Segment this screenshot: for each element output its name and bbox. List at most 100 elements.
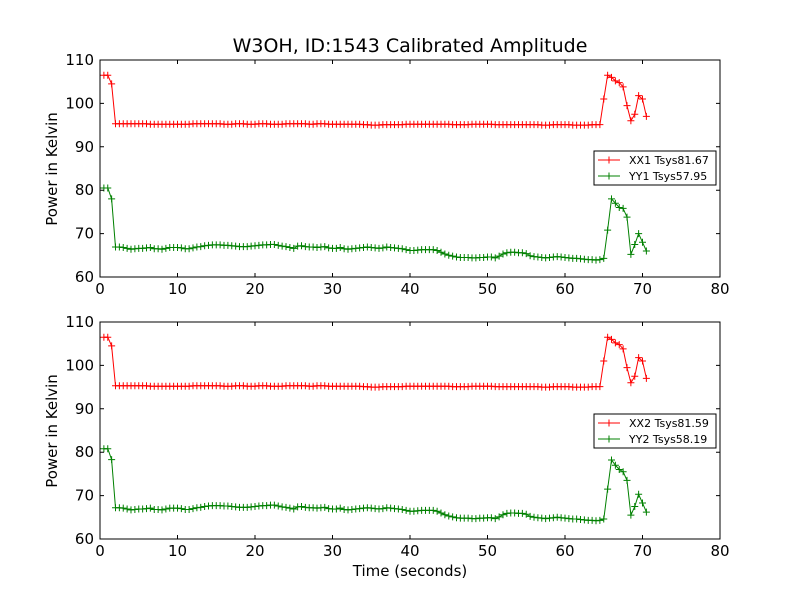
data-point [441, 511, 449, 519]
data-point [495, 513, 503, 521]
data-point [274, 502, 282, 510]
x-tick-label: 0 [95, 542, 105, 560]
data-point [433, 507, 441, 515]
x-tick-label: 80 [710, 280, 729, 298]
data-point [162, 505, 170, 513]
data-point [611, 461, 619, 469]
data-point [615, 204, 623, 212]
data-point [177, 505, 185, 513]
subplot-2-series [100, 333, 650, 525]
data-point [611, 77, 619, 85]
data-point [600, 254, 608, 262]
data-point [639, 499, 646, 507]
data-point [611, 199, 619, 207]
subplot-2-ylabel: Power in Kelvin [43, 374, 61, 488]
data-point [635, 490, 643, 498]
data-point [441, 250, 449, 258]
data-point [158, 506, 166, 514]
data-point [119, 504, 127, 512]
data-point [635, 230, 643, 238]
data-point [449, 513, 457, 521]
data-point [177, 244, 185, 252]
legend-box [593, 150, 717, 186]
data-point [631, 240, 639, 248]
data-point [615, 79, 623, 87]
data-point [639, 357, 646, 365]
data-point [619, 468, 627, 476]
data-point [642, 508, 650, 516]
data-point [596, 256, 604, 264]
data-point [429, 246, 437, 254]
x-tick-label: 20 [245, 280, 264, 298]
data-point [298, 242, 305, 250]
legend-marker [605, 156, 613, 164]
data-point [619, 204, 627, 212]
x-tick-label: 60 [555, 280, 574, 298]
subplot-2-legend: XX2 Tsys81.59 YY2 Tsys58.19 [593, 413, 717, 449]
x-tick-label: 0 [95, 280, 105, 298]
data-point [332, 505, 340, 513]
subplot-1-legend: XX1 Tsys81.67 YY1 Tsys57.95 [593, 150, 717, 186]
x-axis-label: Time (seconds) [352, 562, 468, 580]
data-point [631, 372, 639, 380]
data-point [290, 244, 298, 252]
data-point [495, 252, 503, 260]
x-tick-label: 50 [478, 542, 497, 560]
data-point [379, 244, 387, 252]
x-tick-label: 50 [478, 280, 497, 298]
data-point [108, 80, 116, 88]
data-point [499, 511, 507, 519]
legend-marker [605, 419, 613, 427]
data-point [336, 504, 344, 512]
data-point [600, 95, 608, 103]
data-point [282, 503, 290, 511]
data-point [596, 121, 604, 129]
data-point [518, 509, 526, 517]
x-tick-label: 80 [710, 542, 729, 560]
data-point [398, 245, 406, 253]
series-markers-1 [100, 333, 650, 391]
data-point [596, 383, 604, 391]
data-point [611, 339, 619, 347]
y-tick-label: 90 [75, 138, 94, 156]
data-point [104, 184, 112, 192]
data-point [642, 247, 650, 255]
data-point [518, 249, 526, 257]
data-point [270, 240, 278, 248]
data-point [185, 505, 193, 513]
data-point [445, 512, 453, 520]
data-point [608, 456, 615, 464]
data-point [197, 503, 205, 511]
data-point [437, 509, 445, 517]
data-point [336, 243, 344, 251]
data-point [615, 466, 623, 474]
data-point [604, 226, 612, 234]
y-tick-label: 110 [65, 51, 94, 69]
legend-label: YY1 Tsys57.95 [628, 170, 707, 183]
data-point [379, 505, 387, 513]
x-tick-label: 40 [400, 280, 419, 298]
data-point [274, 241, 282, 249]
x-tick-label: 40 [400, 542, 419, 560]
data-point [627, 511, 635, 519]
x-tick-label: 30 [323, 280, 342, 298]
data-point [487, 514, 495, 522]
subplot-1: 0 10 20 30 40 50 60 70 80 60 70 80 90 100 110 Power i… [43, 51, 730, 298]
data-point [282, 243, 290, 251]
data-point [290, 505, 298, 513]
data-point [146, 243, 154, 251]
series-line-1 [103, 336, 647, 388]
data-point [437, 248, 445, 256]
y-tick-label: 100 [65, 94, 94, 112]
y-tick-label: 80 [75, 443, 94, 461]
data-point [526, 252, 534, 260]
data-point [146, 504, 154, 512]
data-point [491, 515, 499, 523]
data-point [123, 244, 131, 252]
data-point [623, 102, 631, 110]
data-point [332, 244, 340, 252]
data-point [604, 71, 612, 79]
data-point [158, 245, 166, 253]
data-point [491, 254, 499, 262]
subplot-1-series [100, 71, 650, 264]
